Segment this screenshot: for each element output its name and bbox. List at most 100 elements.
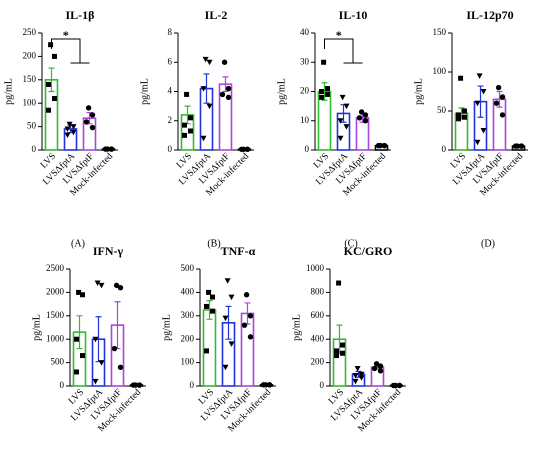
y-axis-label: pg/mL [139, 78, 150, 105]
data-point [210, 294, 215, 300]
y-tick-label: 1000 [306, 263, 325, 273]
data-point [337, 118, 344, 124]
significance-bracket [324, 38, 363, 64]
y-tick-label: 500 [51, 357, 65, 367]
y-tick-label: 800 [311, 286, 325, 296]
data-point [474, 100, 481, 107]
data-point [225, 94, 232, 101]
y-tick-label: 100 [181, 357, 195, 367]
data-point [85, 105, 92, 111]
panel-label: (A) [71, 238, 85, 249]
y-axis-label: pg/mL [161, 314, 172, 341]
data-point [52, 96, 57, 102]
y-tick-label: 0 [305, 144, 310, 154]
panel-title: TNF-α [221, 244, 256, 258]
data-point [334, 348, 339, 354]
y-tick-label: 0 [442, 144, 447, 154]
data-point [130, 382, 137, 388]
data-point [244, 146, 251, 152]
y-tick-label: 0 [168, 144, 173, 154]
data-point [358, 109, 365, 115]
data-point [325, 86, 330, 92]
data-point [222, 315, 229, 322]
data-point [98, 360, 105, 366]
data-point [340, 350, 345, 356]
data-point [260, 382, 267, 388]
y-tick-label: 30 [300, 56, 310, 66]
data-point [102, 146, 109, 152]
data-point [206, 289, 212, 295]
y-tick-label: 50 [437, 105, 447, 115]
data-point [64, 132, 71, 139]
data-point [113, 282, 120, 289]
data-point [182, 122, 187, 128]
data-point [319, 94, 324, 100]
y-tick-label: 400 [311, 333, 325, 343]
data-point [352, 372, 359, 379]
data-point [46, 81, 51, 87]
data-point [243, 292, 250, 298]
y-tick-label: 250 [23, 27, 37, 37]
data-point [352, 378, 359, 385]
data-point [462, 108, 467, 114]
y-tick-label: 10 [300, 115, 310, 125]
data-point [334, 353, 339, 359]
data-point [343, 103, 350, 110]
data-point [92, 378, 99, 385]
data-point [493, 100, 500, 106]
y-axis-label: pg/mL [291, 314, 302, 341]
data-point [373, 361, 380, 367]
data-point [74, 369, 79, 375]
data-point [200, 86, 207, 92]
data-point [89, 124, 96, 131]
data-point [204, 348, 209, 354]
data-point [210, 308, 215, 314]
data-point [518, 143, 525, 149]
data-point [241, 322, 248, 328]
data-point [396, 382, 403, 389]
panel-title: IL-1β [66, 8, 95, 22]
panel-title: KC/GRO [344, 244, 393, 258]
data-point [377, 368, 384, 374]
y-tick-label: 200 [181, 333, 195, 343]
panel-title: IL-2 [205, 8, 228, 22]
data-point [377, 363, 384, 369]
data-point [499, 94, 506, 100]
data-point [94, 280, 101, 287]
data-point [381, 142, 388, 149]
y-tick-label: 100 [23, 97, 37, 107]
panel-label: (B) [207, 238, 220, 249]
y-tick-label: 1500 [46, 310, 65, 320]
data-point [80, 353, 85, 359]
data-point [219, 91, 226, 98]
error-bar [206, 299, 213, 320]
data-point [480, 128, 487, 134]
data-point [228, 294, 235, 301]
y-tick-label: 0 [320, 380, 325, 390]
panel-title: IFN-γ [93, 244, 124, 258]
data-point [456, 116, 461, 122]
data-point [224, 278, 231, 284]
data-point [362, 112, 369, 118]
data-point [247, 334, 254, 340]
error-bar [496, 90, 503, 108]
data-point [354, 365, 361, 372]
data-point [358, 375, 365, 381]
data-point [66, 121, 73, 128]
data-point [188, 128, 193, 134]
data-point [390, 382, 397, 389]
data-point [343, 124, 350, 130]
data-point [337, 135, 344, 142]
data-point [247, 313, 254, 319]
data-point [70, 124, 77, 130]
data-point [222, 364, 229, 371]
data-point [358, 371, 365, 378]
error-bar [203, 73, 210, 104]
data-point [117, 285, 124, 291]
error-bar [321, 82, 328, 101]
data-point [456, 112, 461, 118]
data-point [64, 126, 71, 132]
error-bar [48, 67, 55, 93]
data-point [80, 292, 85, 298]
